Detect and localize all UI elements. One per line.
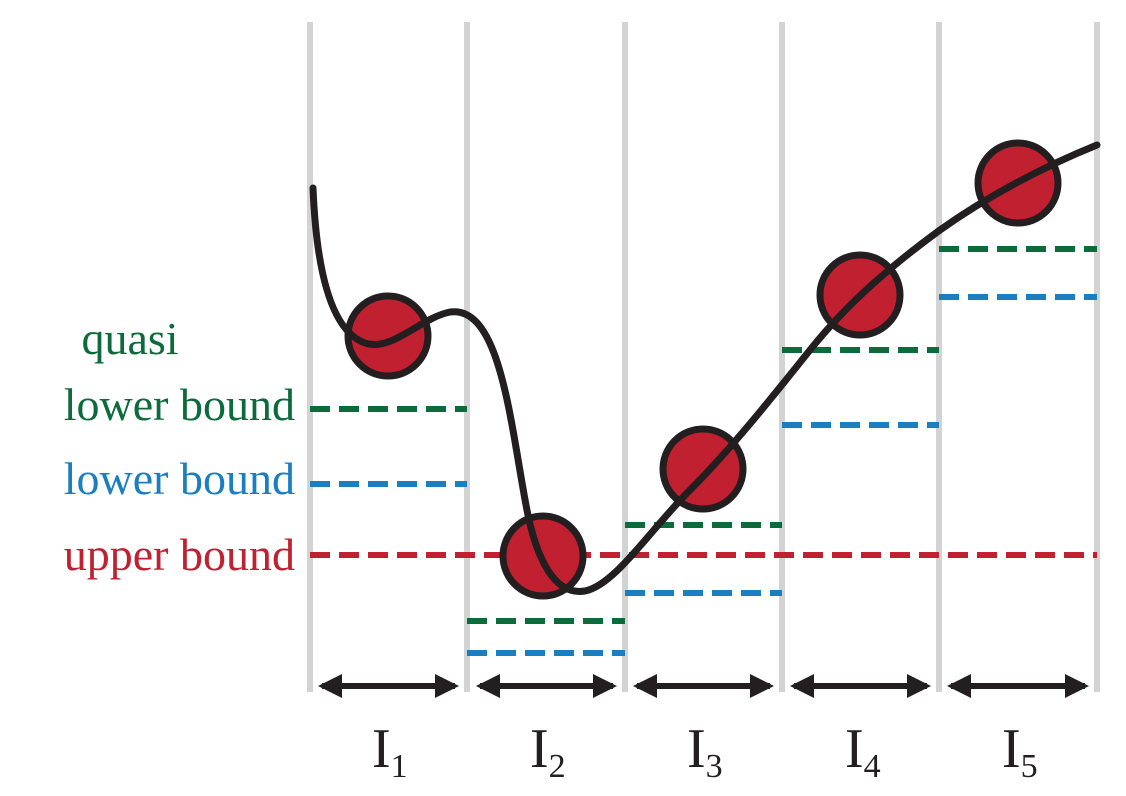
quasi-lower-bound-lines	[310, 246, 1097, 624]
legend-upper-bound: upper bound	[64, 529, 295, 580]
interval-label-i3: I3	[687, 718, 723, 785]
legend-quasi-line2: lower bound	[64, 379, 295, 430]
interval-dividers	[307, 22, 1100, 692]
sample-point-i1	[344, 292, 432, 380]
interval-label-i5: I5	[1002, 718, 1038, 785]
interval-label-i4: I4	[845, 718, 881, 785]
legend-lower-bound: lower bound	[64, 453, 295, 504]
sample-points	[344, 139, 1062, 600]
legend-quasi-line1: quasi	[81, 313, 178, 364]
interval-label-i1: I1	[372, 718, 408, 785]
lower-bound-lines	[310, 294, 1097, 656]
sample-point-i3	[659, 425, 747, 513]
interval-label-i2: I2	[530, 718, 566, 785]
objective-curve	[309, 141, 1101, 595]
